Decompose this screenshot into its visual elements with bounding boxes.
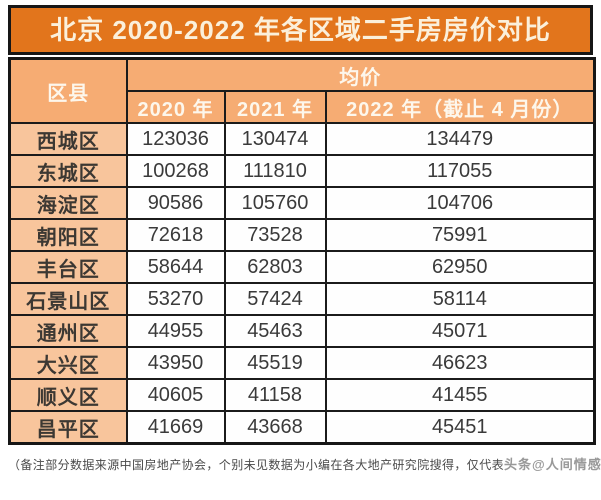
district-cell: 丰台区 [8, 250, 128, 284]
price-cell-2021: 57424 [223, 282, 327, 316]
table-body: 西城区 123036 130474 134479 东城区 100268 1118… [8, 122, 596, 445]
price-cell-2020: 40605 [125, 378, 226, 412]
table-row: 大兴区 43950 45519 46623 [8, 346, 596, 380]
price-cell-2021: 45463 [223, 314, 327, 348]
district-cell: 东城区 [8, 154, 128, 188]
table-row: 东城区 100268 111810 117055 [8, 154, 596, 188]
table-title: 北京 2020-2022 年各区域二手房房价对比 [8, 5, 593, 55]
table-row: 西城区 123036 130474 134479 [8, 122, 596, 156]
table-row: 石景山区 53270 57424 58114 [8, 282, 596, 316]
price-cell-2022: 117055 [324, 154, 596, 188]
price-cell-2020: 53270 [125, 282, 226, 316]
header-row-years: 2020 年 2021 年 2022 年（截止 4 月份） [10, 90, 596, 124]
price-cell-2020: 100268 [125, 154, 226, 188]
district-column-header: 区县 [8, 57, 128, 124]
table-row: 海淀区 90586 105760 104706 [8, 186, 596, 220]
price-cell-2021: 41158 [223, 378, 327, 412]
district-cell: 昌平区 [8, 410, 128, 445]
price-cell-2022: 41455 [324, 378, 596, 412]
table-row: 朝阳区 72618 73528 75991 [8, 218, 596, 252]
price-cell-2021: 111810 [223, 154, 327, 188]
price-cell-2020: 58644 [125, 250, 226, 284]
price-cell-2020: 72618 [125, 218, 226, 252]
source-note: （备注部分数据来源中国房地产协会，个别未见数据为小编在各大地产研究院搜得，仅代表… [8, 454, 601, 473]
price-table: 区县 均价 2020 年 2021 年 2022 年（截止 4 月份） 西城区 … [8, 57, 597, 445]
price-cell-2022: 45451 [324, 410, 596, 445]
district-cell: 通州区 [8, 314, 128, 348]
district-cell: 石景山区 [8, 282, 128, 316]
price-cell-2022: 134479 [324, 122, 596, 156]
price-cell-2021: 62803 [223, 250, 327, 284]
price-cell-2022: 45071 [324, 314, 596, 348]
price-cell-2022: 58114 [324, 282, 596, 316]
price-cell-2020: 41669 [125, 410, 226, 445]
price-cell-2021: 105760 [223, 186, 327, 220]
table-header: 区县 均价 2020 年 2021 年 2022 年（截止 4 月份） [8, 57, 596, 124]
price-cell-2020: 43950 [125, 346, 226, 380]
price-group-header: 均价 [125, 57, 596, 92]
header-row-group: 区县 均价 [8, 57, 596, 124]
year-header-2020: 2020 年 [125, 90, 226, 124]
price-cell-2020: 90586 [125, 186, 226, 220]
district-cell: 大兴区 [8, 346, 128, 380]
price-cell-2021: 130474 [223, 122, 327, 156]
table-row: 昌平区 41669 43668 45451 [8, 410, 596, 445]
table-row: 通州区 44955 45463 45071 [8, 314, 596, 348]
price-cell-2021: 43668 [223, 410, 327, 445]
price-cell-2021: 45519 [223, 346, 327, 380]
toutiao-watermark: 头条@人间情感 [504, 457, 601, 472]
district-cell: 西城区 [8, 122, 128, 156]
table-row: 丰台区 58644 62803 62950 [8, 250, 596, 284]
district-cell: 海淀区 [8, 186, 128, 220]
price-cell-2020: 123036 [125, 122, 226, 156]
year-header-2022: 2022 年（截止 4 月份） [324, 90, 596, 124]
note-prefix: （备注部分数据来源中国房地产协会，个别未见数据为小编在各大地产研究院搜得，仅代表 [8, 458, 505, 472]
price-cell-2022: 62950 [324, 250, 596, 284]
price-cell-2022: 75991 [324, 218, 596, 252]
district-cell: 朝阳区 [8, 218, 128, 252]
price-cell-2020: 44955 [125, 314, 226, 348]
district-cell: 顺义区 [8, 378, 128, 412]
price-cell-2022: 104706 [324, 186, 596, 220]
table-row: 顺义区 40605 41158 41455 [8, 378, 596, 412]
year-header-2021: 2021 年 [223, 90, 327, 124]
price-cell-2022: 46623 [324, 346, 596, 380]
price-comparison-sheet: 北京 2020-2022 年各区域二手房房价对比 区县 均价 2020 年 20… [8, 5, 601, 473]
price-cell-2021: 73528 [223, 218, 327, 252]
